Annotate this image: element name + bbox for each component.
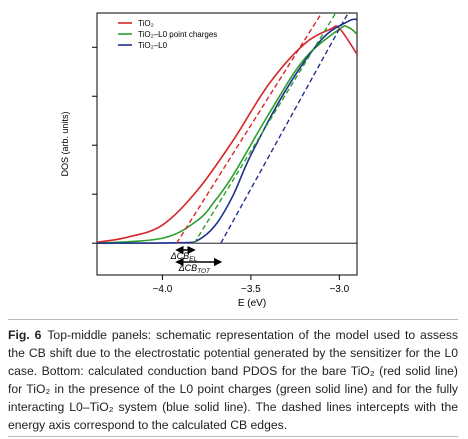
y-axis-label: DOS (arb. units) bbox=[60, 111, 70, 176]
plot-frame bbox=[96, 12, 358, 276]
edge-line bbox=[220, 13, 349, 244]
legend-label: TiO₂ bbox=[138, 19, 154, 28]
edge-line bbox=[175, 13, 323, 244]
shift-label-main: ΔCB bbox=[170, 251, 190, 261]
x-tick-label: −4.0 bbox=[153, 284, 173, 295]
caption-label: Fig. 6 bbox=[8, 328, 42, 342]
series-line bbox=[97, 18, 357, 244]
edge-line bbox=[193, 13, 337, 244]
legend-label: TiO₂–L0 point charges bbox=[138, 30, 217, 39]
plot-area bbox=[97, 13, 357, 244]
chart: E (eV) DOS (arb. units) −4.0 −3.5 −3.0 TiO₂… bbox=[60, 12, 358, 309]
x-axis-label: E (eV) bbox=[238, 298, 266, 309]
series-line bbox=[97, 25, 357, 244]
x-tick-label: −3.5 bbox=[241, 284, 261, 295]
shift-label: ΔCBEL bbox=[170, 251, 198, 263]
rule bbox=[8, 319, 458, 320]
caption: Fig. 6 Top-middle panels: schematic repre… bbox=[8, 326, 458, 434]
rule bbox=[8, 436, 458, 437]
series-line bbox=[97, 25, 357, 243]
legend-label: TiO₂–L0 bbox=[138, 41, 168, 50]
shift-label: ΔCBTOT bbox=[178, 263, 211, 275]
caption-text: Top-middle panels: schematic representat… bbox=[8, 328, 458, 432]
shift-label-sub: TOT bbox=[197, 268, 211, 275]
x-tick-label: −3.0 bbox=[329, 284, 349, 295]
shift-label-main: ΔCB bbox=[178, 263, 198, 273]
